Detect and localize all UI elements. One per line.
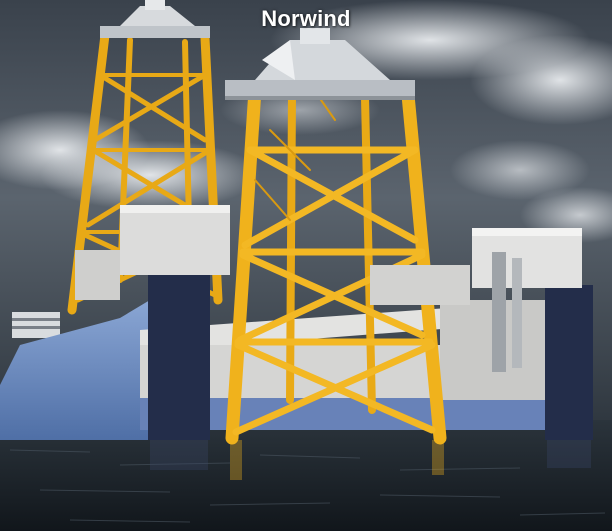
lift-column-right (370, 228, 593, 440)
sea-ripples (9, 449, 606, 523)
transition-piece-right (225, 28, 415, 100)
lift-column-left (75, 205, 230, 440)
background-superstructure (12, 312, 60, 338)
transition-piece-left (100, 0, 210, 38)
hull-bow (0, 300, 150, 440)
reflections (150, 440, 591, 480)
image-caption: Norwind (261, 6, 351, 31)
